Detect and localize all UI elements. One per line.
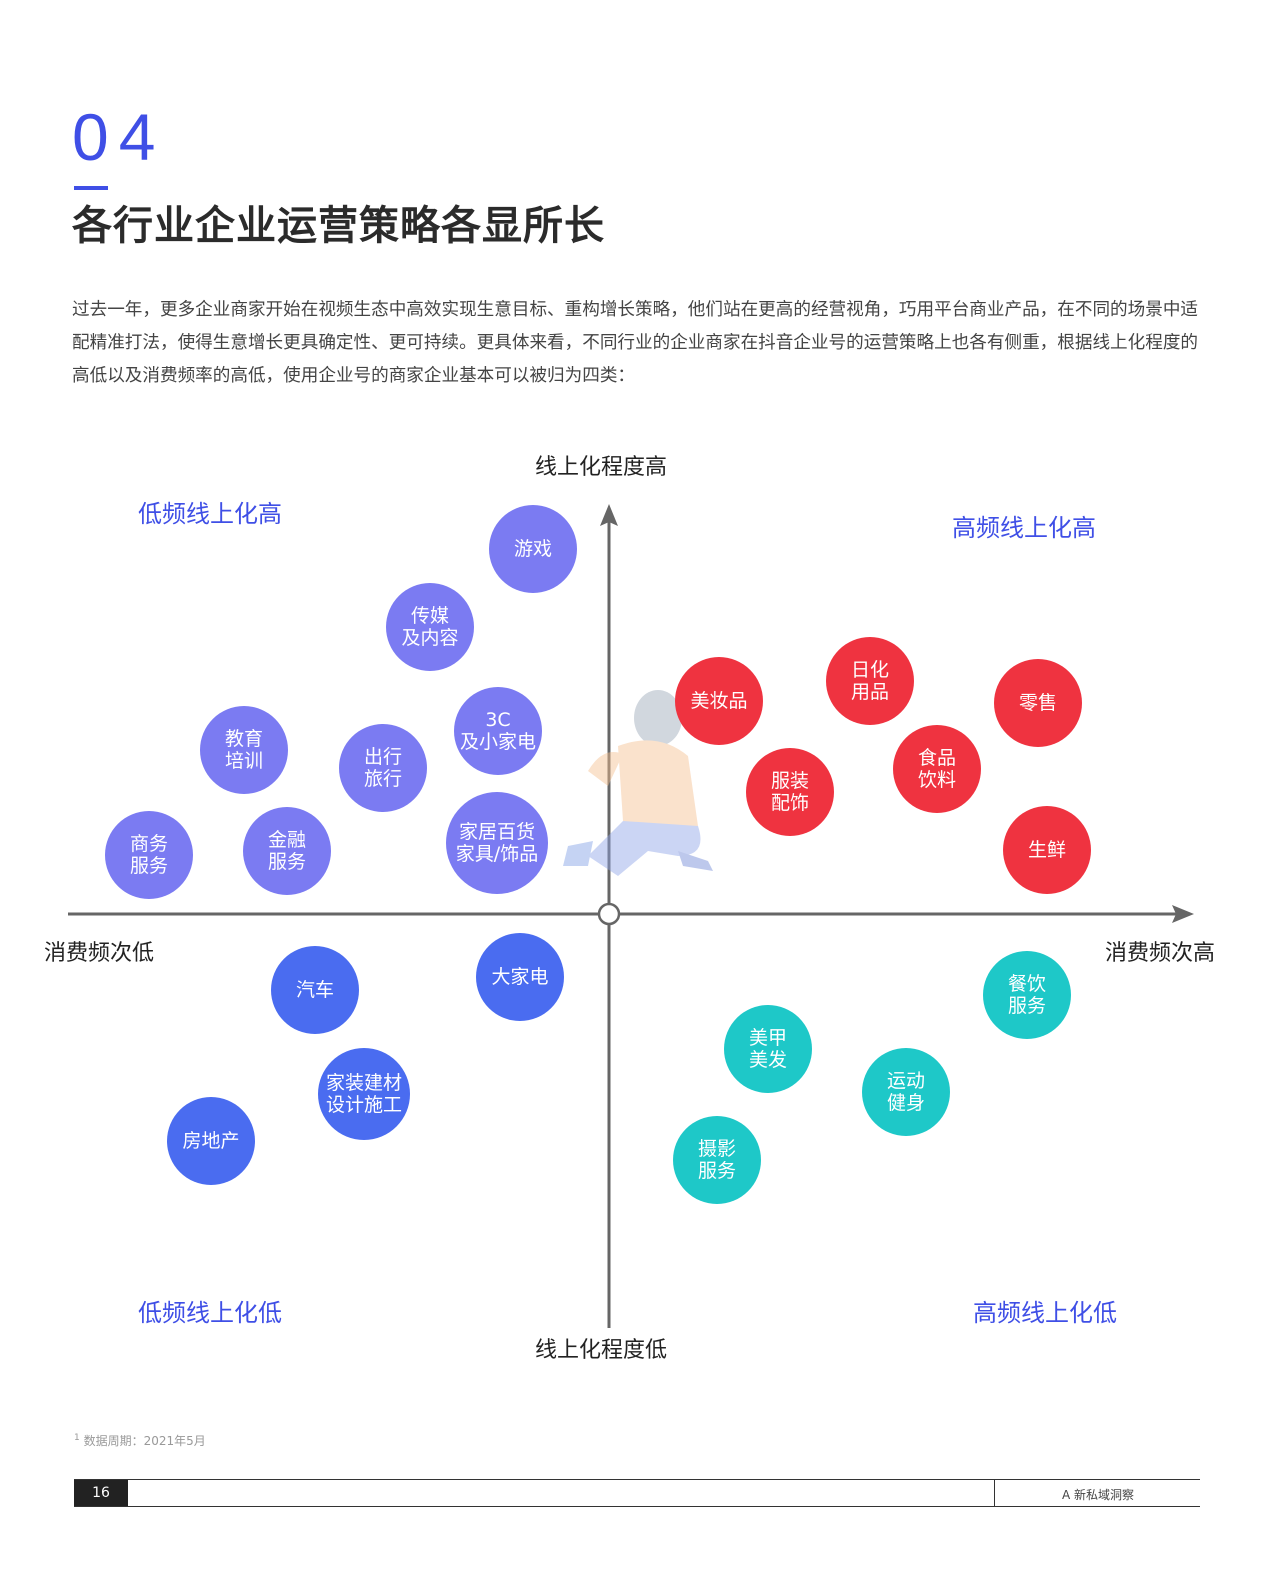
- industry-bubble-cosmetics: 美妆品: [675, 657, 763, 745]
- bubble-label: 3C 及小家电: [459, 709, 536, 753]
- footnote: 1 数据周期：2021年5月: [74, 1432, 206, 1449]
- industry-bubble-education: 教育 培训: [200, 706, 288, 794]
- bubble-label: 美甲 美发: [748, 1027, 787, 1071]
- bubble-label: 家装建材 设计施工: [325, 1072, 402, 1116]
- bubble-label: 餐饮 服务: [1007, 973, 1046, 1017]
- runner-illustration: [563, 690, 713, 876]
- y-axis-top-label: 线上化程度高: [535, 455, 668, 480]
- bubble-label: 汽车: [295, 979, 334, 1001]
- intro-paragraph: 过去一年，更多企业商家开始在视频生态中高效实现生意目标、重构增长策略，他们站在更…: [72, 300, 1199, 386]
- bubble-label: 家居百货 家具/饰品: [455, 821, 539, 865]
- bubble-label: 摄影 服务: [697, 1138, 736, 1182]
- page-title: 各行业企业运营策略各显所长: [72, 203, 605, 249]
- bubble-label: 美妆品: [690, 690, 748, 712]
- footer-bottom-line: [74, 1506, 1200, 1507]
- industry-bubble-fitness: 运动 健身: [862, 1048, 950, 1136]
- industry-bubble-retail: 零售: [994, 659, 1082, 747]
- quadrant-label-top-left: 低频线上化高: [138, 500, 282, 528]
- industry-bubble-travel: 出行 旅行: [339, 724, 427, 812]
- footer-top-line: [74, 1479, 1200, 1480]
- quadrant-label-bottom-right: 高频线上化低: [973, 1299, 1117, 1327]
- footnote-marker: 1: [74, 1433, 80, 1443]
- bubble-label: 金融 服务: [267, 829, 306, 873]
- x-axis-left-label: 消费频次低: [44, 941, 155, 966]
- bubble-label: 日化 用品: [850, 659, 889, 703]
- bubble-label: 生鲜: [1027, 839, 1066, 861]
- title-accent-bar: [74, 186, 108, 190]
- industry-bubble-auto: 汽车: [271, 946, 359, 1034]
- bubble-label: 运动 健身: [886, 1070, 925, 1114]
- bubble-label: 大家电: [491, 966, 549, 988]
- industry-bubble-finance: 金融 服务: [243, 807, 331, 895]
- industry-bubble-apparel: 服装 配饰: [746, 748, 834, 836]
- industry-bubble-appliances: 大家电: [476, 933, 564, 1021]
- footer-divider: [994, 1480, 995, 1506]
- bubble-label: 商务 服务: [129, 833, 168, 877]
- bubble-label: 房地产: [182, 1130, 240, 1152]
- x-axis-right-label: 消费频次高: [1105, 941, 1216, 966]
- bubble-label: 服装 配饰: [770, 770, 809, 814]
- bubble-label: 零售: [1018, 692, 1057, 714]
- industry-bubble-fresh-food: 生鲜: [1003, 806, 1091, 894]
- industry-bubble-business-services: 商务 服务: [105, 811, 193, 899]
- bubble-label: 游戏: [513, 538, 552, 560]
- page-number: 16: [74, 1480, 128, 1506]
- industry-bubble-daily-goods: 日化 用品: [826, 637, 914, 725]
- footer-brand: A 新私域洞察: [1062, 1488, 1135, 1502]
- industry-bubble-food-beverage: 食品 饮料: [893, 725, 981, 813]
- bubble-label: 出行 旅行: [363, 746, 402, 790]
- quadrant-label-top-right: 高频线上化高: [952, 514, 1096, 542]
- up-arrow-icon: [600, 504, 618, 526]
- industry-bubble-beauty-salon: 美甲 美发: [724, 1005, 812, 1093]
- industry-bubble-home-goods: 家居百货 家具/饰品: [446, 792, 548, 894]
- quadrant-label-bottom-left: 低频线上化低: [138, 1299, 282, 1327]
- y-axis-bottom-label: 线上化程度低: [535, 1338, 668, 1363]
- bubble-label: 教育 培训: [224, 728, 263, 772]
- footnote-text: 数据周期：2021年5月: [83, 1434, 206, 1448]
- industry-bubble-catering: 餐饮 服务: [983, 951, 1071, 1039]
- industry-bubble-home-improvement: 家装建材 设计施工: [318, 1048, 410, 1140]
- bubble-label: 食品 饮料: [917, 747, 956, 791]
- bubble-label: 传媒 及内容: [401, 605, 459, 649]
- right-arrow-icon: [1172, 905, 1194, 923]
- origin-circle: [597, 902, 621, 926]
- industry-bubble-photography: 摄影 服务: [673, 1116, 761, 1204]
- section-number: 04: [72, 100, 166, 174]
- industry-bubble-3c: 3C 及小家电: [454, 687, 542, 775]
- industry-bubble-game: 游戏: [489, 505, 577, 593]
- industry-bubble-real-estate: 房地产: [167, 1097, 255, 1185]
- industry-bubble-media: 传媒 及内容: [386, 583, 474, 671]
